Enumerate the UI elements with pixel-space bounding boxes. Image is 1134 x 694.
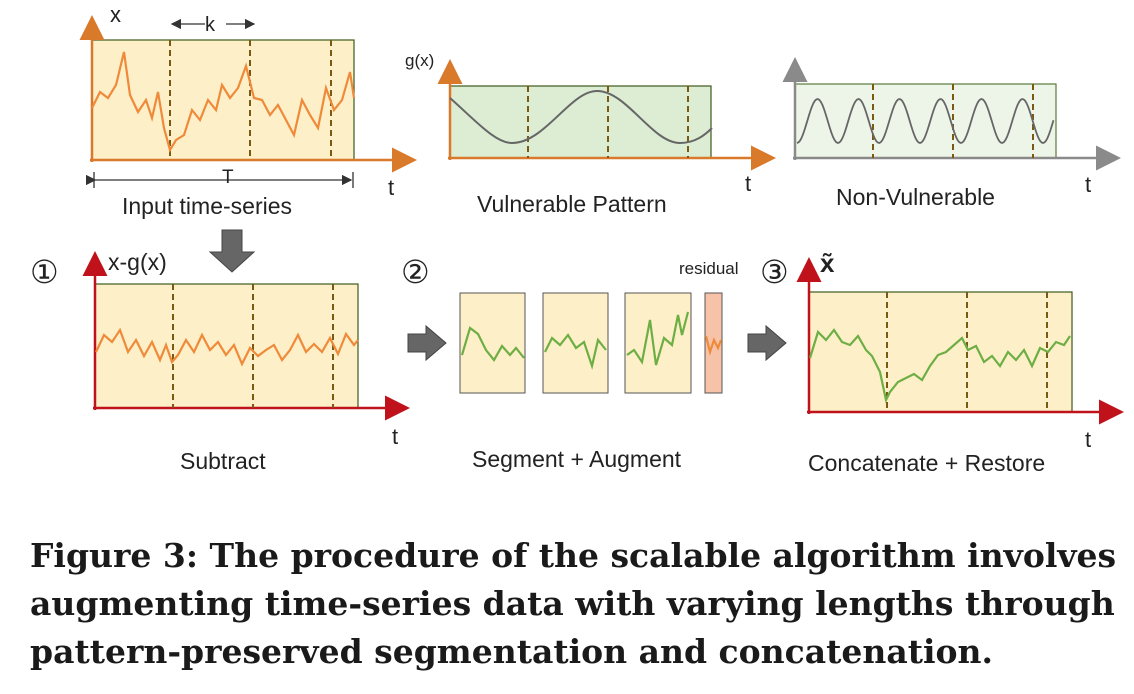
concat-panel: ③ x̃ t Concatenate + Restore xyxy=(760,248,1124,476)
right-arrow-icon-2 xyxy=(747,324,787,362)
concat-y-label: x̃ xyxy=(820,248,835,278)
subtract-series-line xyxy=(95,327,359,367)
vulnerable-x-label: t xyxy=(745,171,751,196)
segment-box-1 xyxy=(459,292,526,394)
segment-caption: Segment + Augment xyxy=(472,446,682,472)
concat-caption: Concatenate + Restore xyxy=(808,450,1045,476)
input-caption: Input time-series xyxy=(122,193,292,219)
segment-3-line xyxy=(626,311,690,366)
total-length-label: T xyxy=(222,167,234,188)
vulnerable-y-label: g(x) xyxy=(405,51,434,70)
subtract-caption: Subtract xyxy=(180,448,266,474)
segment-2-line xyxy=(544,333,607,371)
subtract-panel: ① x-g(x) t Subtract xyxy=(30,249,410,474)
step-2-marker: ② xyxy=(401,254,430,290)
residual-label: residual xyxy=(679,259,739,278)
segment-label: k xyxy=(205,14,216,36)
non-vulnerable-plot-area xyxy=(794,83,1057,159)
non-vulnerable-wave xyxy=(796,98,1055,144)
concat-series-line xyxy=(808,328,1071,404)
non-vulnerable-x-label: t xyxy=(1085,172,1091,197)
segment-box-3 xyxy=(624,292,692,394)
vulnerable-sine-curve xyxy=(449,89,713,145)
step-3-marker: ③ xyxy=(760,254,789,290)
step-1-marker: ① xyxy=(30,254,59,290)
input-panel: x k T t Input time-series xyxy=(79,2,417,219)
vulnerable-panel: g(x) t Vulnerable Pattern xyxy=(405,51,776,217)
input-plot-area xyxy=(91,39,355,161)
input-y-label: x xyxy=(110,2,121,27)
segment-panel: ② residual Segment + Augment xyxy=(401,254,739,472)
non-vulnerable-panel: t Non-Vulnerable xyxy=(782,57,1121,210)
vulnerable-plot-area xyxy=(449,85,712,159)
segment-1-line xyxy=(460,326,525,362)
subtract-y-label: x-g(x) xyxy=(108,249,167,275)
input-x-label: t xyxy=(388,175,394,200)
residual-line xyxy=(704,335,723,356)
subtract-x-label: t xyxy=(392,424,398,449)
subtract-plot-area xyxy=(94,283,359,409)
non-vulnerable-caption: Non-Vulnerable xyxy=(836,184,995,210)
concat-x-label: t xyxy=(1085,427,1091,452)
input-series-line xyxy=(91,51,356,153)
concat-plot-area xyxy=(808,291,1073,413)
figure-caption: Figure 3: The procedure of the scalable … xyxy=(30,536,1117,671)
right-arrow-icon-1 xyxy=(407,324,447,362)
vulnerable-caption: Vulnerable Pattern xyxy=(477,191,667,217)
down-arrow-icon xyxy=(208,229,256,273)
